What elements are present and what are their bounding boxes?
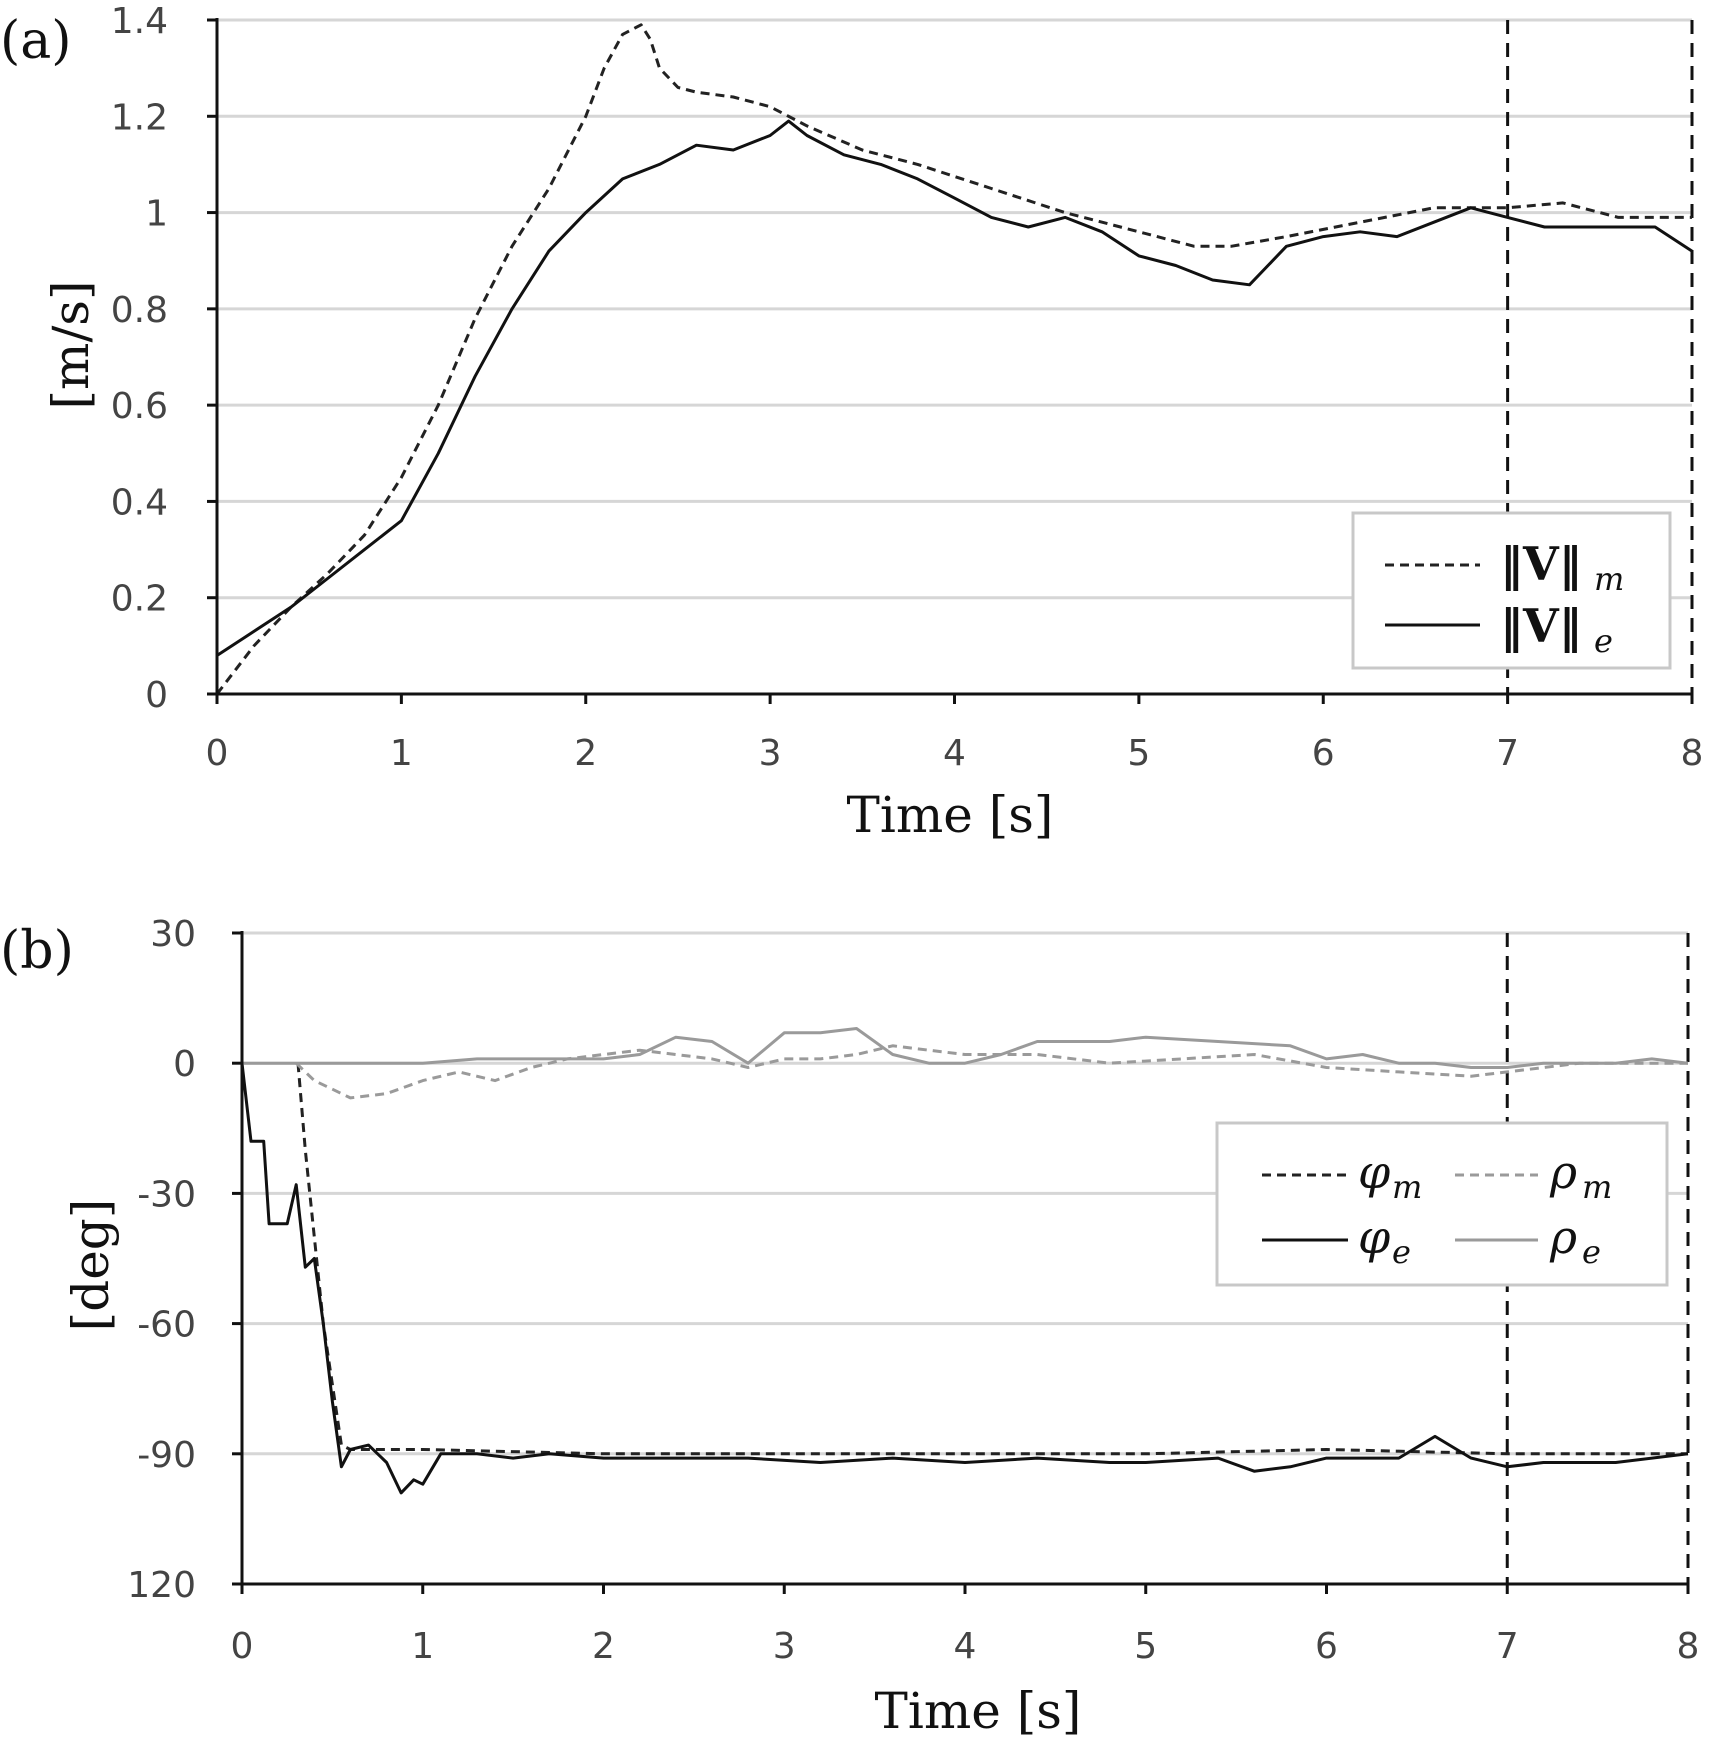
x-ticks-b: 0 1 2 3 4 5 6 7 8 [231,1626,1700,1667]
legend-label-rho-e: ρ [1549,1210,1577,1264]
y-tick-label: 0.6 [111,386,168,427]
x-tick-label: 7 [1496,1626,1519,1667]
legend-label-v-m: ‖V‖ [1500,537,1582,591]
x-tick-label: 1 [390,733,413,774]
y-tick-label: 0 [145,675,168,716]
x-tick-label: 8 [1677,1626,1700,1667]
series-line-a-0 [215,23,1692,695]
y-ticks-b: 120 -90 -60 -30 0 30 [127,914,196,1606]
legend-a: ‖V‖ m ‖V‖ e [1351,511,1672,670]
series-a [215,23,1693,695]
x-axis-label-b: Time [s] [875,1682,1082,1740]
y-tick-label: 1.4 [111,1,168,42]
axes-a [207,18,1694,704]
y-tick-label: 120 [127,1565,196,1606]
x-tick-label: 2 [592,1626,615,1667]
chart-b: (b) 120 -90 -60 -30 0 30 0 1 2 3 4 5 6 7 8 Time [s] [… [0,914,1699,1740]
x-tick-label: 6 [1315,1626,1338,1667]
axes-b [232,931,1690,1594]
legend-sub-phi-e: e [1392,1233,1411,1271]
legend-label-phi-e: φ [1358,1210,1391,1264]
series-line-a-1 [216,119,1693,657]
legend-label-phi-m: φ [1358,1145,1391,1199]
x-tick-label: 3 [759,733,782,774]
series-line-b-1 [240,1063,1689,1495]
series-line-b-2 [295,1044,1688,1100]
y-tick-label: 30 [150,914,196,955]
series-b [240,1027,1689,1495]
x-tick-label: 0 [206,733,229,774]
y-tick-label: 1.2 [111,97,168,138]
x-tick-label: 0 [231,1626,254,1667]
x-tick-label: 7 [1496,733,1519,774]
x-tick-label: 6 [1312,733,1335,774]
y-axis-label-b: [deg] [62,1199,120,1332]
y-tick-label: 0.8 [111,290,168,331]
x-axis-label-a: Time [s] [847,786,1054,844]
panel-label-b: (b) [0,921,74,981]
grid-a [217,18,1692,600]
legend-sub-phi-m: m [1392,1168,1422,1206]
x-tick-label: 3 [773,1626,796,1667]
panel-label-a: (a) [0,11,72,71]
legend-sub-rho-m: m [1582,1168,1612,1206]
x-tick-label: 4 [954,1626,977,1667]
x-tick-label: 1 [411,1626,434,1667]
legend-label-rho-m: ρ [1549,1145,1577,1199]
y-tick-label: -30 [137,1174,196,1215]
legend-box-a [1351,511,1672,670]
y-tick-label: 1 [145,194,168,235]
x-tick-label: 5 [1127,733,1150,774]
x-ticks-a: 0 1 2 3 4 5 6 7 8 [206,733,1704,774]
y-tick-label: -90 [137,1435,196,1476]
x-tick-label: 4 [943,733,966,774]
y-tick-label: 0.4 [111,482,168,523]
legend-box-b [1215,1121,1669,1287]
legend-b: φ m φ e ρ m ρ e [1215,1121,1669,1287]
y-tick-label: 0 [173,1044,196,1085]
x-tick-label: 8 [1681,733,1704,774]
y-ticks-a: 0 0.2 0.4 0.6 0.8 1 1.2 1.4 [111,1,168,716]
series-line-b-3 [242,1027,1689,1069]
legend-sub-v-m: m [1594,560,1624,598]
y-tick-label: 0.2 [111,579,168,620]
y-axis-label-a: [m/s] [42,281,100,410]
x-tick-label: 5 [1134,1626,1157,1667]
legend-sub-rho-e: e [1582,1233,1601,1271]
legend-sub-v-e: e [1594,622,1613,660]
chart-a: (a) 0 0.2 0.4 0.6 0.8 1 1.2 1.4 0 1 2 3 4 5 6 7 8 Time … [0,1,1703,844]
y-tick-label: -60 [137,1305,196,1346]
x-tick-label: 2 [574,733,597,774]
legend-label-v-e: ‖V‖ [1500,599,1582,653]
